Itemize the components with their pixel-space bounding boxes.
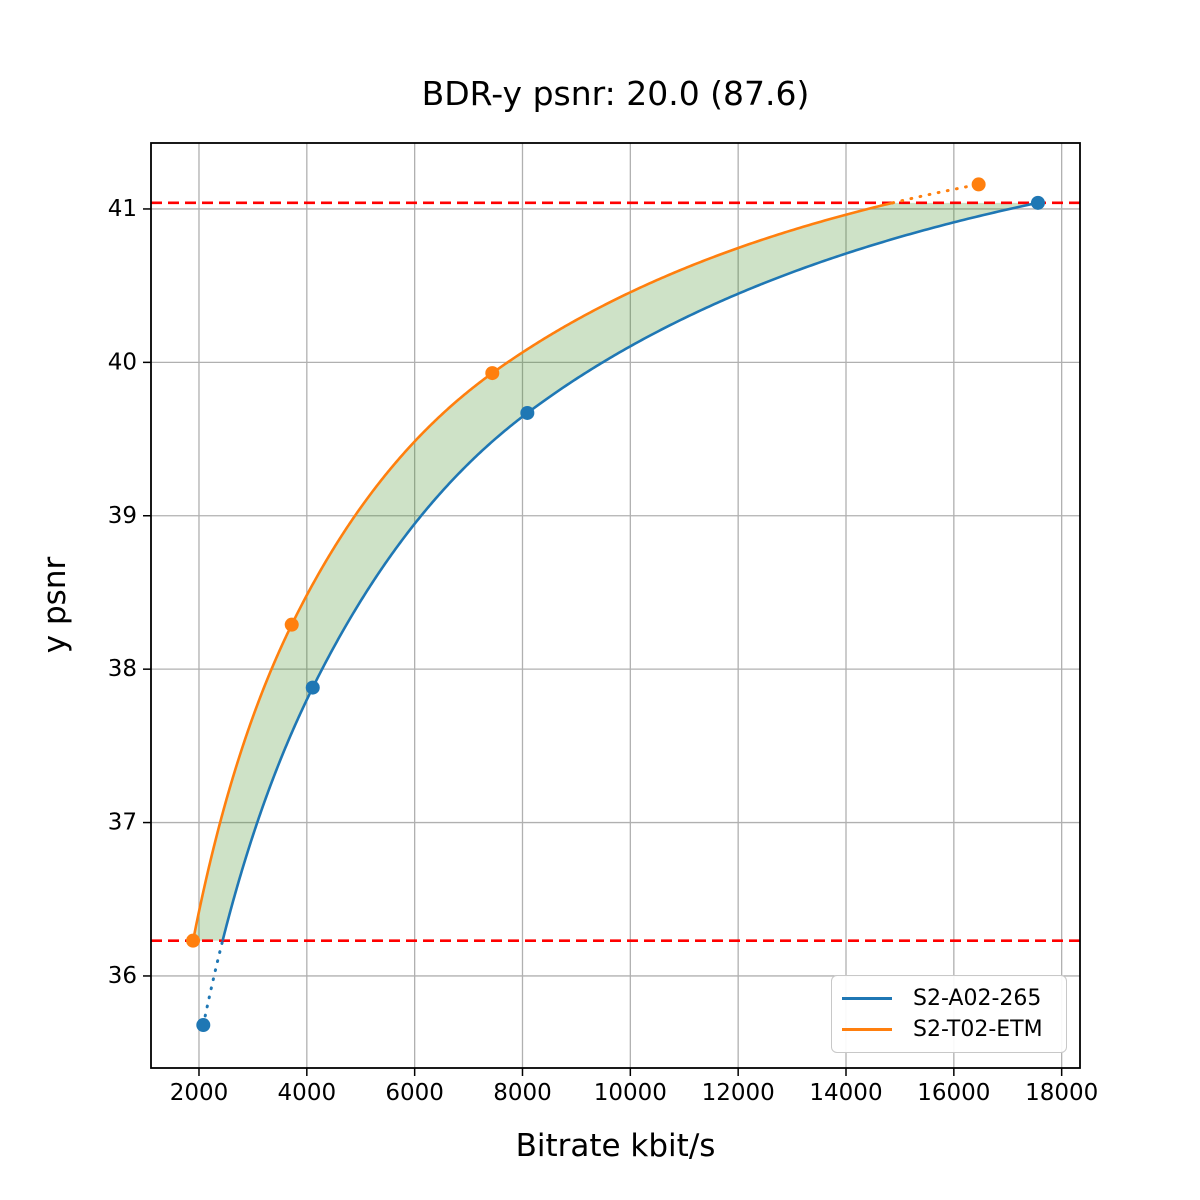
- overlap-bound-lines: [151, 201, 1080, 942]
- y-tick-label: 40: [108, 349, 137, 375]
- x-tick-label: 14000: [809, 1080, 882, 1106]
- legend-line-swatch-blue: [842, 997, 892, 1000]
- curve-dotted-s2-t02-etm: [891, 182, 981, 205]
- chart-title: BDR-y psnr: 20.0 (87.6): [421, 74, 810, 113]
- curve-s2-t02-etm: [191, 201, 894, 941]
- x-tick-label: 8000: [493, 1080, 552, 1106]
- legend: S2-A02-265 S2-T02-ETM: [831, 975, 1067, 1053]
- x-tick-label: 4000: [278, 1080, 337, 1106]
- legend-item-s2-t02-etm: S2-T02-ETM: [832, 1017, 1066, 1042]
- y-tick-label: 41: [108, 196, 137, 222]
- y-tick-label: 38: [108, 656, 137, 682]
- y-tick-label: 37: [108, 810, 137, 836]
- curve-dotted-s2-a02-265: [201, 939, 225, 1027]
- axis-ticks: [143, 208, 1063, 1076]
- legend-label-s2-t02-etm: S2-T02-ETM: [913, 1017, 1043, 1042]
- tick-labels: 2000 4000 6000 8000 10000 12000 14000 16000 1800…: [108, 196, 1099, 1106]
- x-tick-label: 12000: [702, 1080, 775, 1106]
- x-tick-label: 16000: [917, 1080, 990, 1106]
- data-point-markers-S2-A02-265: [196, 195, 1045, 1033]
- legend-item-s2-a02-265: S2-A02-265: [832, 986, 1066, 1011]
- curve-s2-a02-265: [221, 201, 1039, 941]
- x-tick-label: 10000: [594, 1080, 667, 1106]
- legend-line-swatch-orange: [842, 1028, 892, 1031]
- x-tick-label: 18000: [1025, 1080, 1098, 1106]
- y-tick-label: 36: [108, 963, 137, 989]
- plot-border: [150, 142, 1081, 1069]
- data-point-markers-S2-T02-ETM: [186, 177, 986, 948]
- x-axis-label: Bitrate kbit/s: [515, 1128, 716, 1164]
- y-tick-label: 39: [108, 503, 137, 529]
- grid-lines: [151, 143, 1080, 1068]
- legend-label-s2-a02-265: S2-A02-265: [913, 986, 1042, 1011]
- x-tick-label: 6000: [385, 1080, 444, 1106]
- x-tick-label: 2000: [170, 1080, 229, 1106]
- bd-shaded-region: [193, 202, 1038, 941]
- y-axis-label: y psnr: [37, 556, 73, 654]
